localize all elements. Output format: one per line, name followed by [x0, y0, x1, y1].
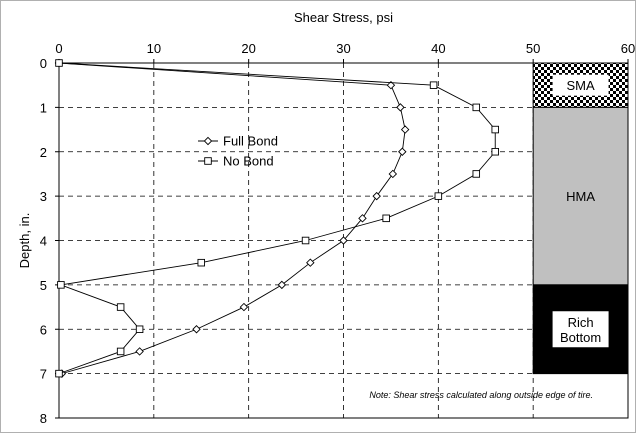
y-tick-label: 1 — [40, 100, 47, 115]
layer-label: SMA — [566, 78, 595, 93]
full-bond-point — [339, 236, 348, 245]
chart-annotation: Note: Shear stress calculated along outs… — [369, 390, 593, 400]
no-bond-point — [301, 236, 310, 245]
full-bond-point — [388, 169, 398, 179]
y-tick-label: 3 — [40, 189, 47, 204]
x-tick-label: 50 — [526, 41, 540, 56]
no-bond-point — [429, 81, 438, 89]
no-bond-point — [116, 303, 125, 311]
full-bond-line — [58, 62, 406, 375]
data-series — [54, 58, 499, 378]
x-tick-label: 30 — [336, 41, 350, 56]
layer-label: HMA — [566, 189, 595, 204]
x-tick-label: 40 — [431, 41, 445, 56]
layer-label: Bottom — [560, 330, 601, 345]
full-bond-point — [400, 125, 410, 134]
full-bond-point — [203, 136, 213, 146]
no-bond-point — [434, 192, 443, 200]
no-bond-point — [55, 369, 63, 378]
no-bond-point — [472, 170, 481, 178]
layer-label: Rich — [568, 315, 594, 330]
y-tick-label: 6 — [40, 322, 47, 337]
no-bond-point — [135, 325, 144, 334]
full-bond-point — [386, 80, 396, 90]
y-tick-label: 4 — [40, 234, 47, 249]
x-axis-title: Shear Stress, psi — [294, 10, 393, 25]
no-bond-point — [197, 258, 205, 267]
legend-label: No Bond — [223, 154, 274, 169]
series-no-bond — [55, 59, 499, 378]
axis-tick-labels: 0 10 20 30 40 50 60 0 1 2 3 4 5 6 7 8 — [40, 41, 635, 426]
full-bond-point — [398, 147, 407, 156]
y-tick-label: 8 — [40, 411, 47, 426]
x-tick-label: 20 — [241, 41, 255, 56]
no-bond-point — [57, 281, 65, 289]
y-tick-label: 2 — [40, 145, 47, 160]
x-tick-label: 10 — [147, 41, 161, 56]
no-bond-point — [472, 103, 481, 112]
full-bond-point — [396, 103, 405, 112]
full-bond-point — [135, 347, 144, 356]
y-tick-label: 0 — [40, 56, 47, 71]
no-bond-point — [55, 59, 63, 67]
full-bond-point — [239, 302, 249, 312]
no-bond-point — [204, 157, 212, 165]
layer-label-box — [552, 74, 609, 96]
no-bond-line — [58, 62, 496, 375]
y-tick-label: 5 — [40, 278, 47, 293]
grid-lines — [59, 63, 628, 418]
y-tick-label: 7 — [40, 367, 47, 382]
no-bond-point — [491, 125, 499, 134]
legend-label: Full Bond — [223, 134, 278, 149]
x-tick-label: 0 — [55, 41, 62, 56]
x-tick-label: 60 — [621, 41, 635, 56]
full-bond-point — [192, 325, 201, 334]
no-bond-point — [116, 347, 125, 356]
full-bond-point — [277, 280, 287, 290]
no-bond-point — [491, 147, 499, 156]
no-bond-point — [382, 214, 390, 223]
full-bond-point — [306, 258, 315, 267]
full-bond-point — [358, 214, 367, 223]
layer-label-box — [552, 311, 609, 348]
legend: Full Bond No Bond — [198, 134, 278, 169]
y-axis-title: Depth, in. — [17, 213, 32, 269]
full-bond-point — [372, 191, 381, 201]
